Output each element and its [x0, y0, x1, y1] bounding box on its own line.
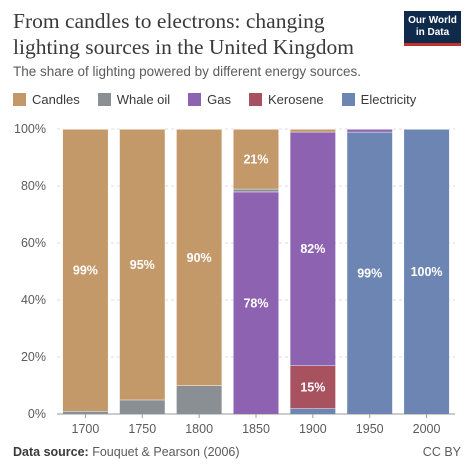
owid-logo[interactable]: Our World in Data [404, 11, 461, 46]
data-label: 100% [411, 265, 443, 279]
legend-swatch [249, 93, 263, 106]
data-label: 95% [130, 258, 155, 272]
bar-segment-electricity [404, 129, 450, 414]
x-tick-label: 1850 [242, 422, 270, 436]
y-tick-label: 60% [21, 236, 46, 250]
bar-segment-gas [233, 191, 279, 414]
chart-title: From candles to electrons: changing ligh… [13, 9, 354, 59]
legend-label: Candles [32, 92, 80, 107]
x-tick-label: 1800 [185, 422, 213, 436]
bar-segment-kerosene [290, 365, 336, 409]
legend-swatch [341, 93, 355, 106]
data-label: 90% [187, 251, 212, 265]
legend-item-gas[interactable]: Gas [188, 92, 231, 107]
legend-label: Whale oil [116, 92, 171, 107]
legend-item-kerosene[interactable]: Kerosene [249, 92, 324, 107]
data-label: 99% [73, 264, 98, 278]
data-label: 21% [243, 152, 268, 166]
bar-segment-whale-oil [176, 385, 222, 414]
x-tick-label: 1700 [72, 422, 100, 436]
bar-segment-candles [62, 129, 108, 412]
x-tick-label: 1950 [356, 422, 384, 436]
legend-swatch [188, 93, 202, 106]
data-label: 99% [357, 266, 382, 280]
legend-item-electricity[interactable]: Electricity [341, 92, 417, 107]
y-tick-label: 0% [28, 407, 46, 421]
y-tick-label: 100% [14, 122, 46, 136]
bar-segment-candles [233, 129, 279, 189]
legend-item-whale-oil[interactable]: Whale oil [97, 92, 171, 107]
legend-label: Kerosene [268, 92, 324, 107]
chart-legend: Candles Whale oil Gas Kerosene Electricity [13, 92, 434, 107]
bar-segment-candles [119, 129, 165, 400]
bar-segment-gas [290, 131, 336, 366]
bar-segment-electricity [347, 131, 393, 414]
y-tick-label: 20% [21, 350, 46, 364]
legend-swatch [13, 93, 26, 106]
bar-segment-electricity [290, 408, 336, 414]
data-label: 82% [300, 242, 325, 256]
chart-subtitle: The share of lighting powered by differe… [13, 64, 361, 79]
bar-segment-gas [347, 129, 393, 132]
logo-text: Our World in Data [408, 15, 457, 38]
legend-swatch [97, 93, 111, 106]
source-text: Fouquet & Pearson (2006) [92, 445, 240, 459]
bar-segment-candles [290, 129, 336, 132]
x-tick-label: 1900 [299, 422, 327, 436]
bar-segment-whale-oil [233, 188, 279, 192]
legend-label: Electricity [360, 92, 417, 107]
data-label: 78% [243, 296, 268, 310]
x-tick-label: 2000 [413, 422, 441, 436]
source-note: Data source: Fouquet & Pearson (2006) [13, 445, 240, 459]
source-label: Data source: [13, 445, 89, 459]
y-tick-label: 40% [21, 293, 46, 307]
license-link[interactable]: CC BY [422, 445, 461, 459]
bar-segment-whale-oil [62, 411, 108, 414]
legend-label: Gas [207, 92, 232, 107]
data-label: 15% [300, 380, 325, 394]
legend-item-candles[interactable]: Candles [13, 92, 80, 107]
x-tick-label: 1750 [128, 422, 156, 436]
y-tick-label: 80% [21, 179, 46, 193]
bar-segment-whale-oil [119, 399, 165, 414]
bar-segment-candles [176, 129, 222, 386]
